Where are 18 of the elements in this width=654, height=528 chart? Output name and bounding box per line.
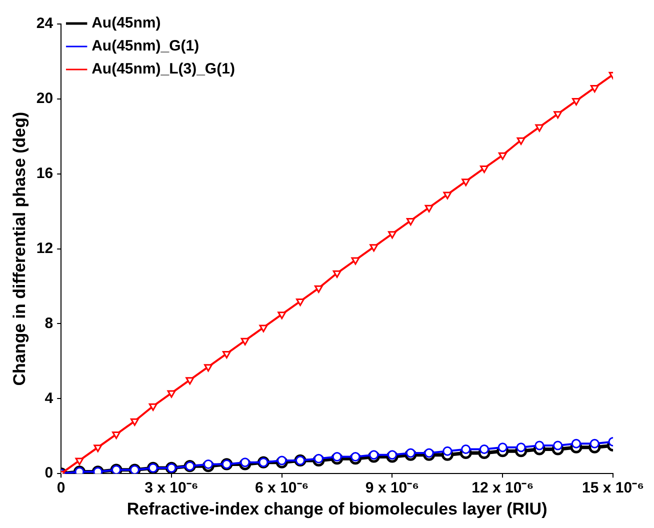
y-tick-label: 4 <box>44 390 54 407</box>
y-tick-label: 16 <box>36 165 54 182</box>
y-tick-label: 12 <box>36 240 54 257</box>
legend-label: Au(45nm) <box>92 14 161 32</box>
x-tick-label: 9 x 10⁻⁶ <box>365 480 420 497</box>
y-tick-label: 8 <box>44 314 54 332</box>
y-axis-title: Change in differential phase (deg) <box>10 112 29 386</box>
x-tick-label: 6 x 10⁻⁶ <box>255 480 309 497</box>
y-tick-label: 24 <box>36 15 54 32</box>
legend-label: Au(45nm)_G(1) <box>92 38 200 55</box>
x-tick-label: 0 <box>56 480 66 497</box>
x-tick-label: 12 x 10⁻⁶ <box>472 480 534 497</box>
x-axis-title: Refractive-index change of biomolecules layer (RIU) <box>126 499 548 518</box>
x-tick-label: 3 x 10⁻⁶ <box>144 480 198 497</box>
y-tick-label: 20 <box>36 90 54 108</box>
y-tick-label: 0 <box>44 464 54 482</box>
x-tick-label: 15 x 10⁻⁶ <box>582 480 644 497</box>
legend-label: Au(45nm)_L(3)_G(1) <box>92 60 235 78</box>
